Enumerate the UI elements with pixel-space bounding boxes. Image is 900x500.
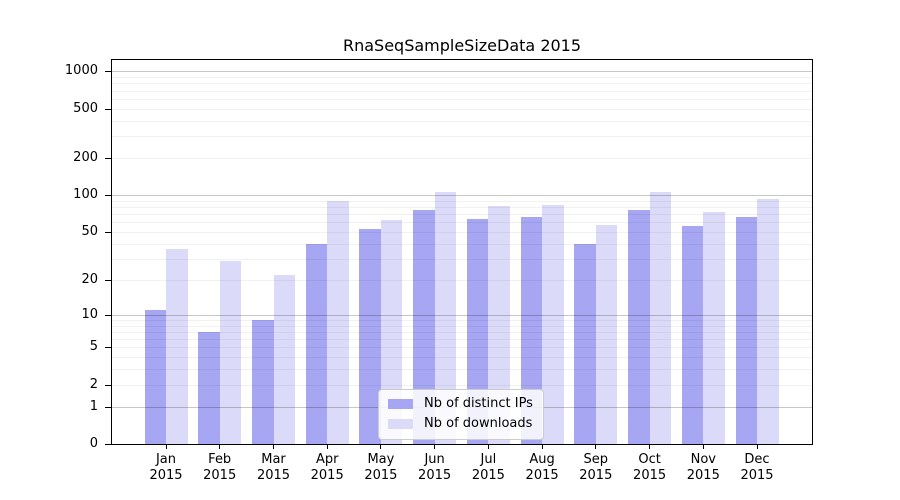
bar-nb-of-distinct-ips-jun-2015	[413, 210, 435, 444]
ytick-label-20: 20	[81, 271, 98, 287]
bar-nb-of-distinct-ips-may-2015	[359, 228, 381, 444]
xtick-label-dec-2015: Dec 2015	[740, 452, 774, 483]
ytick-label-2: 2	[89, 376, 98, 392]
xtick-label-jun-2015: Jun 2015	[418, 452, 452, 483]
ytick-label-1000: 1000	[64, 63, 98, 79]
ytick-mark-500	[105, 108, 111, 110]
legend-swatch-downloads	[388, 419, 413, 429]
xtick-label-may-2015: May 2015	[364, 452, 398, 483]
ytick-mark-1	[105, 406, 111, 408]
xtick-label-nov-2015: Nov 2015	[686, 452, 720, 483]
xtick-mark-aug-2015	[541, 445, 543, 449]
ytick-label-200: 200	[73, 149, 98, 165]
legend-swatch-distinct-ips	[388, 399, 413, 409]
xtick-label-oct-2015: Oct 2015	[633, 452, 667, 483]
xtick-mark-jan-2015	[165, 445, 167, 449]
ytick-mark-5	[105, 347, 111, 349]
ytick-label-10: 10	[81, 306, 98, 322]
ytick-label-1: 1	[89, 398, 98, 414]
xtick-mark-feb-2015	[219, 445, 221, 449]
chart-title: RnaSeqSampleSizeData 2015	[342, 36, 582, 55]
ytick-mark-1000	[105, 71, 111, 73]
xtick-label-mar-2015: Mar 2015	[256, 452, 291, 483]
bar-nb-of-distinct-ips-nov-2015	[681, 225, 704, 444]
ytick-mark-10	[105, 314, 111, 316]
bar-nb-of-downloads-dec-2015	[757, 198, 779, 444]
ytick-mark-200	[105, 157, 111, 159]
xtick-label-apr-2015: Apr 2015	[310, 452, 344, 483]
xtick-label-sep-2015: Sep 2015	[579, 452, 613, 483]
legend-label-downloads: Nb of downloads	[424, 416, 533, 431]
bar-nb-of-downloads-feb-2015	[219, 260, 242, 444]
xtick-label-jan-2015: Jan 2015	[149, 452, 183, 483]
legend-item-downloads: Nb of downloads	[388, 417, 533, 431]
legend: Nb of distinct IPs Nb of downloads	[378, 389, 544, 440]
xtick-mark-jun-2015	[434, 445, 436, 449]
plot-area: Nb of distinct IPs Nb of downloads	[111, 59, 813, 445]
bar-nb-of-downloads-aug-2015	[542, 205, 564, 444]
xtick-mark-apr-2015	[326, 445, 328, 449]
bar-nb-of-downloads-jan-2015	[166, 249, 188, 444]
xtick-label-jul-2015: Jul 2015	[471, 452, 505, 483]
ytick-label-5: 5	[89, 339, 98, 355]
xtick-mark-jul-2015	[487, 445, 489, 449]
xtick-label-aug-2015: Aug 2015	[525, 452, 559, 483]
bar-nb-of-distinct-ips-oct-2015	[628, 210, 650, 444]
xtick-mark-sep-2015	[595, 445, 597, 449]
bar-nb-of-downloads-mar-2015	[273, 274, 295, 444]
bar-nb-of-downloads-nov-2015	[703, 211, 725, 444]
bar-nb-of-downloads-jul-2015	[488, 205, 510, 444]
legend-item-distinct-ips: Nb of distinct IPs	[388, 397, 533, 411]
xtick-mark-dec-2015	[756, 445, 758, 449]
xtick-mark-may-2015	[380, 445, 382, 449]
bar-nb-of-downloads-apr-2015	[327, 201, 349, 444]
legend-label-distinct-ips: Nb of distinct IPs	[424, 396, 533, 411]
bar-nb-of-distinct-ips-jul-2015	[466, 218, 489, 444]
ytick-label-0: 0	[89, 436, 98, 451]
ytick-label-500: 500	[73, 100, 98, 116]
ytick-label-100: 100	[73, 187, 98, 203]
ytick-label-50: 50	[81, 223, 98, 239]
bar-nb-of-downloads-may-2015	[380, 219, 403, 444]
xtick-label-feb-2015: Feb 2015	[203, 452, 237, 483]
ytick-mark-100	[105, 195, 111, 197]
bar-nb-of-distinct-ips-jan-2015	[144, 310, 166, 444]
bar-nb-of-distinct-ips-feb-2015	[198, 331, 220, 444]
ytick-mark-50	[105, 231, 111, 233]
xtick-mark-mar-2015	[273, 445, 274, 449]
ytick-mark-2	[105, 384, 111, 386]
bar-nb-of-downloads-oct-2015	[649, 192, 672, 444]
ytick-mark-20	[105, 279, 111, 281]
bar-nb-of-distinct-ips-dec-2015	[735, 217, 757, 444]
bar-nb-of-downloads-sep-2015	[595, 225, 618, 444]
bar-nb-of-distinct-ips-mar-2015	[252, 319, 274, 444]
bar-nb-of-distinct-ips-aug-2015	[520, 217, 543, 444]
xtick-mark-nov-2015	[702, 445, 704, 449]
bar-nb-of-distinct-ips-apr-2015	[305, 243, 328, 444]
bars-layer	[112, 60, 812, 444]
bar-nb-of-downloads-jun-2015	[434, 192, 457, 444]
xtick-mark-oct-2015	[649, 445, 651, 449]
ytick-mark-0	[105, 444, 111, 445]
bar-nb-of-distinct-ips-sep-2015	[574, 243, 596, 444]
